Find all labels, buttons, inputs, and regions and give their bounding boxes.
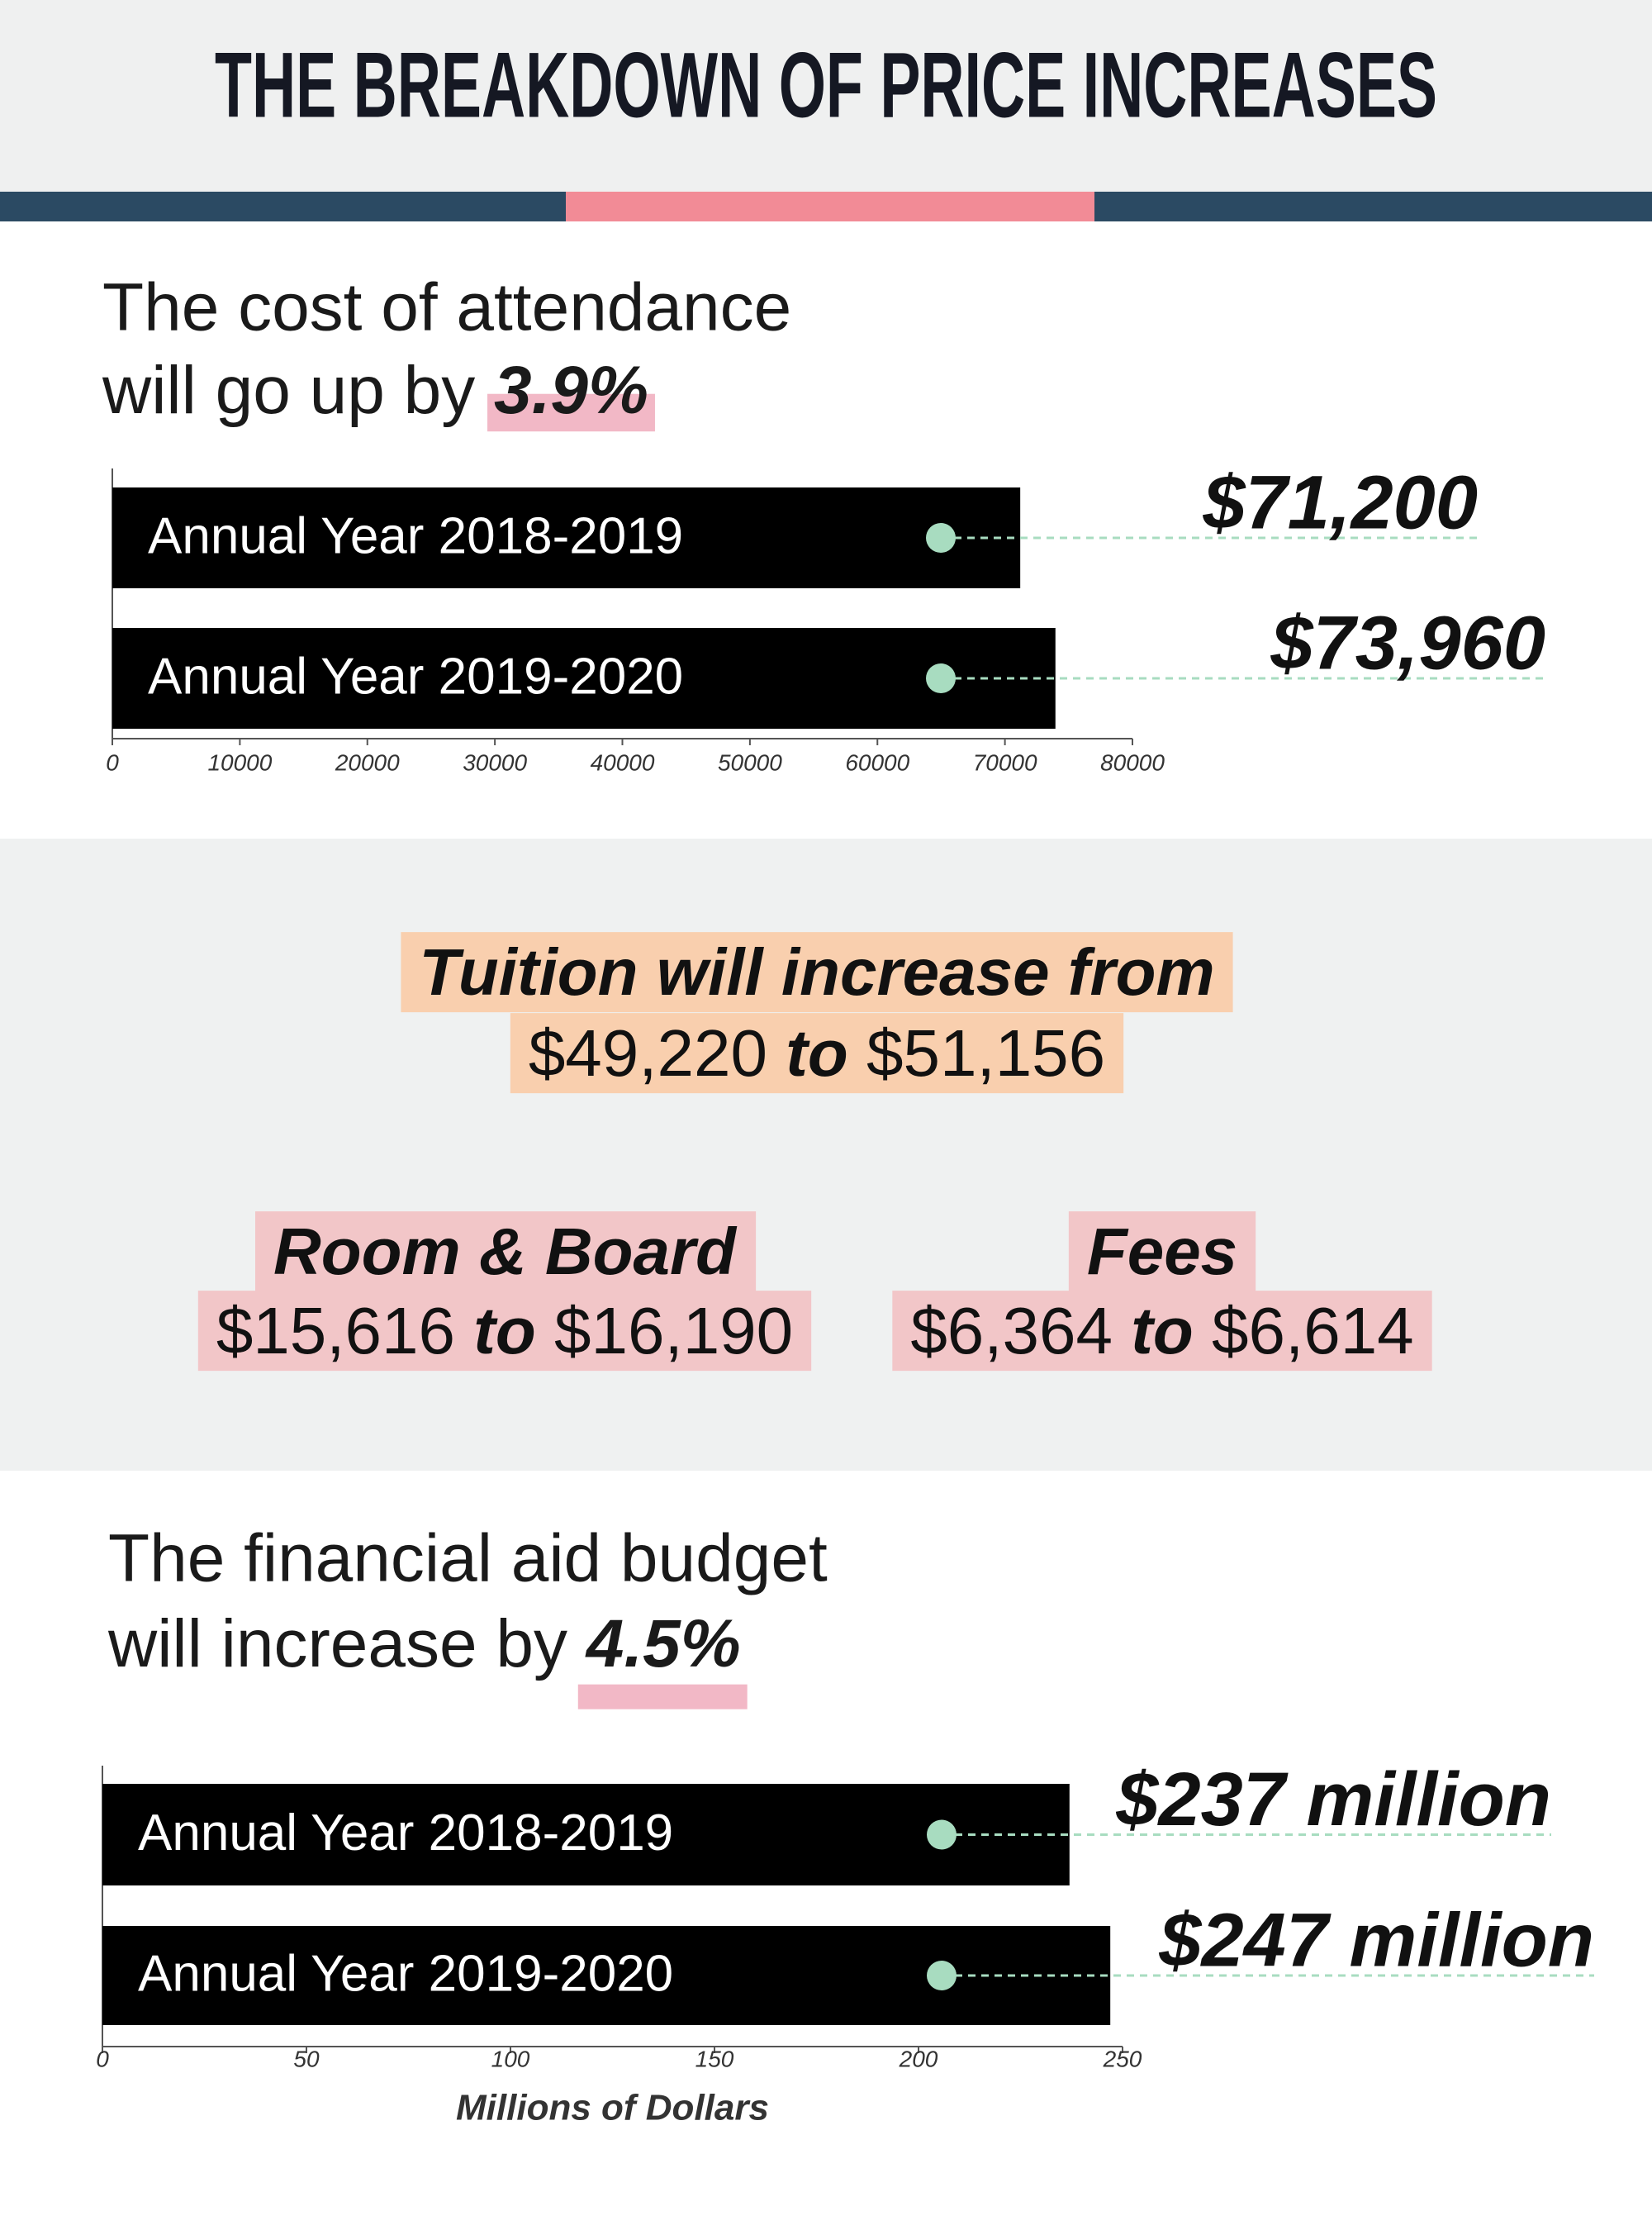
x-tick-label: 200 bbox=[899, 2046, 938, 2071]
new-price: $51,156 bbox=[866, 1016, 1105, 1090]
room-board-label: Room & Board bbox=[273, 1215, 738, 1288]
x-tick-label: 40000 bbox=[591, 749, 655, 775]
dot bbox=[926, 663, 956, 693]
heading-text: will increase by bbox=[107, 1606, 567, 1681]
x-tick-label: 60000 bbox=[845, 749, 909, 775]
category-label: Annual Year 2019-2020 bbox=[148, 648, 683, 705]
value-label: $247 million bbox=[1158, 1898, 1594, 1982]
category-label: Annual Year 2019-2020 bbox=[138, 1945, 673, 2002]
chart-heading: will increase by 4.5% bbox=[107, 1606, 741, 1681]
text-highlight bbox=[510, 1013, 1124, 1094]
to: to bbox=[1131, 1294, 1194, 1367]
highlights bbox=[197, 393, 1432, 1709]
category-label: Annual Year 2018-2019 bbox=[138, 1804, 673, 1862]
stripe bbox=[1094, 192, 1652, 221]
tuition-change: $49,220 to $51,156 bbox=[529, 1016, 1105, 1090]
value-label: $71,200 bbox=[1202, 460, 1478, 544]
x-tick-label: 20000 bbox=[335, 749, 400, 775]
x-tick-label: 30000 bbox=[463, 749, 527, 775]
dot bbox=[927, 1819, 957, 1850]
heading-highlight: 4.5% bbox=[585, 1606, 741, 1681]
x-tick-label: 0 bbox=[96, 2046, 109, 2071]
x-tick-label: 50000 bbox=[718, 749, 782, 775]
stripe bbox=[566, 192, 1094, 221]
text-highlight bbox=[892, 1291, 1432, 1372]
chart-heading: The financial aid budget bbox=[108, 1521, 828, 1596]
header-bg bbox=[0, 0, 1652, 192]
x-tick-label: 100 bbox=[491, 2046, 530, 2071]
text-highlight bbox=[255, 1211, 757, 1292]
chart-heading: The cost of attendance bbox=[102, 270, 791, 345]
highlight-mark bbox=[577, 1684, 748, 1709]
heading-highlight: 3.9% bbox=[494, 353, 648, 428]
fees-change: $6,364 to $6,614 bbox=[910, 1294, 1413, 1367]
chart-heading: will go up by 3.9% bbox=[102, 353, 648, 428]
x-tick-label: 80000 bbox=[1100, 749, 1165, 775]
old-price: $49,220 bbox=[529, 1016, 767, 1090]
highlight-mark bbox=[487, 393, 655, 432]
x-tick-label: 250 bbox=[1103, 2046, 1142, 2071]
bar bbox=[112, 487, 1021, 588]
value-label: $237 million bbox=[1115, 1757, 1551, 1842]
value-label: $73,960 bbox=[1270, 601, 1545, 685]
bar bbox=[112, 628, 1056, 729]
bar bbox=[102, 1784, 1070, 1885]
x-tick-label: 150 bbox=[695, 2046, 734, 2071]
x-tick-label: 10000 bbox=[207, 749, 272, 775]
x-tick-label: 50 bbox=[293, 2046, 320, 2071]
text-highlight bbox=[401, 932, 1233, 1013]
x-tick-label: 0 bbox=[106, 749, 119, 775]
to: to bbox=[473, 1294, 536, 1367]
x-tick-label: 70000 bbox=[973, 749, 1037, 775]
old-price: $15,616 bbox=[216, 1294, 455, 1367]
new-price: $16,190 bbox=[554, 1294, 793, 1367]
stripe bbox=[0, 192, 566, 221]
text-highlight bbox=[197, 1291, 812, 1372]
text-highlight bbox=[1068, 1211, 1256, 1292]
to: to bbox=[786, 1016, 848, 1090]
dot bbox=[927, 1961, 957, 1990]
x-axis-label: Millions of Dollars bbox=[456, 2088, 769, 2128]
old-price: $6,364 bbox=[910, 1294, 1113, 1367]
tuition-label: Tuition will increase from bbox=[419, 935, 1214, 1009]
dot bbox=[926, 523, 956, 553]
category-label: Annual Year 2018-2019 bbox=[148, 507, 683, 564]
heading-text: will go up by bbox=[102, 353, 475, 428]
room-board-change: $15,616 to $16,190 bbox=[216, 1294, 793, 1367]
fees-label: Fees bbox=[1087, 1215, 1237, 1288]
new-price: $6,614 bbox=[1212, 1294, 1414, 1367]
page-title: THE BREAKDOWN OF PRICE INCREASES bbox=[215, 34, 1437, 137]
